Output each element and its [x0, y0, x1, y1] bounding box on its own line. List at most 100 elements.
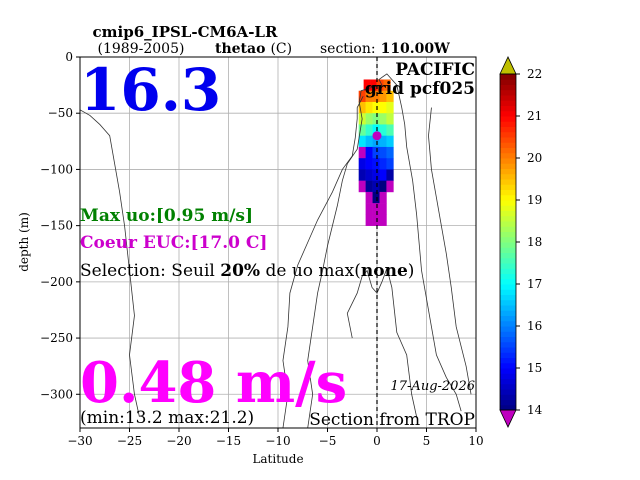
colorbar-segment	[500, 299, 516, 306]
heatmap-cell	[365, 214, 373, 226]
heatmap-cell	[386, 124, 394, 136]
colorbar-segment	[500, 352, 516, 358]
heatmap-cell	[372, 203, 380, 215]
colorbar-segment	[500, 273, 516, 280]
colorbar-segment	[500, 268, 516, 274]
heatmap-cell	[372, 180, 380, 193]
colorbar-segment	[500, 315, 516, 322]
colorbar-segment	[500, 289, 516, 295]
heatmap-cell	[386, 169, 394, 181]
colorbar-segment	[500, 247, 516, 253]
colorbar-segment	[500, 294, 516, 301]
colorbar-segment	[500, 163, 516, 169]
colorbar-tick-label: 20	[527, 151, 542, 165]
x-tick-label: −15	[216, 434, 241, 448]
section-value: 110.00W	[381, 41, 451, 57]
contour-line	[346, 267, 417, 417]
chart-title: cmip6_IPSL-CM6A-LR	[93, 23, 278, 41]
colorbar-segment	[500, 121, 516, 127]
colorbar-segment	[500, 257, 516, 264]
y-tick-label: 0	[65, 50, 73, 64]
heatmap-cell	[358, 90, 366, 103]
x-axis-label: Latitude	[252, 452, 303, 466]
colorbar-segment	[500, 147, 516, 154]
x-tick-label: 0	[373, 434, 381, 448]
colorbar-tick-label: 17	[527, 277, 542, 291]
heatmap-cell	[365, 169, 373, 181]
selection-prefix: Selection: Seuil	[80, 261, 220, 281]
heatmap-cell	[386, 90, 394, 103]
ocean-label: PACIFIC	[395, 60, 475, 80]
heatmap-cell	[379, 214, 387, 226]
colorbar-tick-label: 15	[527, 361, 542, 375]
colorbar-segment	[500, 389, 516, 395]
heatmap-cell	[379, 180, 387, 193]
max-uo-label: Max uo:[0.95 m/s]	[80, 206, 253, 226]
colorbar-segment	[500, 179, 516, 185]
colorbar-segment	[500, 189, 516, 196]
heatmap-cell	[379, 124, 387, 136]
colorbar-segment	[500, 263, 516, 269]
colorbar-segment	[500, 194, 516, 201]
colorbar-segment	[500, 184, 516, 190]
colorbar-segment	[500, 252, 516, 259]
selection-suffix: )	[408, 261, 415, 281]
x-tick-label: −30	[67, 434, 92, 448]
heatmap-cell	[379, 90, 387, 103]
heatmap-cell	[358, 180, 366, 193]
heatmap-cell	[358, 158, 366, 170]
variable-label: thetao (C)	[215, 41, 292, 57]
heatmap-cell	[379, 158, 387, 170]
colorbar-ticks: 14 15 16 17 18 19 20 21 22	[516, 67, 543, 417]
y-tick-label: −150	[40, 219, 73, 233]
heatmap-cell	[379, 146, 387, 159]
heatmap-cell	[372, 101, 380, 114]
heatmap-cell	[365, 180, 373, 193]
colorbar-segment	[500, 378, 516, 385]
colorbar-segment	[500, 399, 516, 406]
y-axis-ticks: 0 −50 −100 −150 −200 −250 −300	[40, 50, 80, 401]
heatmap-cell	[372, 191, 380, 204]
y-tick-label: −200	[40, 275, 73, 289]
heatmap-cell	[358, 124, 366, 136]
heatmap-cell	[372, 113, 380, 125]
colorbar-segment	[500, 341, 516, 348]
colorbar-segment	[500, 110, 516, 117]
colorbar-segment	[500, 74, 516, 80]
colorbar	[499, 56, 517, 428]
colorbar-segment	[500, 310, 516, 316]
contour-line	[307, 73, 462, 428]
colorbar-segment	[500, 126, 516, 133]
heatmap-cell	[358, 135, 366, 148]
variable-unit: (C)	[270, 41, 292, 57]
heatmap-cell	[386, 180, 394, 193]
colorbar-tick-label: 21	[527, 109, 542, 123]
colorbar-segment	[500, 368, 516, 374]
selection-mid: de uo max(	[260, 261, 361, 281]
colorbar-segment	[500, 200, 516, 206]
colorbar-segment	[500, 226, 516, 232]
x-tick-label: −20	[166, 434, 191, 448]
grid-label: grid pcf025	[365, 79, 475, 99]
heatmap-cell	[365, 135, 373, 148]
colorbar-tick-label: 14	[527, 403, 543, 417]
grid-lines	[79, 56, 477, 428]
heatmap-cell	[372, 124, 380, 136]
colorbar-segment	[500, 284, 516, 290]
colorbar-segment	[500, 278, 516, 285]
heatmap-cell	[372, 135, 380, 148]
selection-pct: 20%	[220, 261, 260, 281]
contour-line	[428, 107, 472, 395]
section-from-label: Section from TROP	[309, 410, 475, 430]
heatmap-cell	[379, 113, 387, 125]
colorbar-segment	[500, 231, 516, 238]
heatmap-cell	[372, 158, 380, 170]
heatmap-cell	[386, 135, 394, 148]
heatmap-cell	[386, 113, 394, 125]
colorbar-segment	[500, 158, 516, 164]
colorbar-segment	[500, 236, 516, 243]
heatmap-cell	[365, 90, 373, 103]
heatmap-cell	[365, 113, 373, 125]
colorbar-segment	[500, 173, 516, 180]
x-axis-ticks: −30 −25 −20 −15 −10 −5 0 5 10	[67, 428, 484, 448]
